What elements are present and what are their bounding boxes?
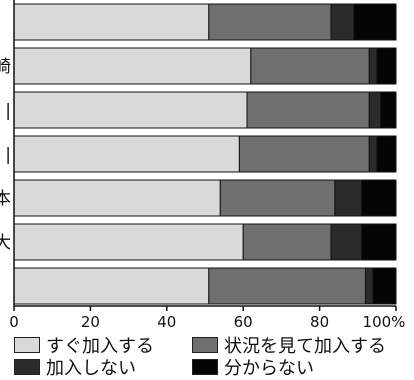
bar-segment-dont-know-row-4 xyxy=(376,135,397,173)
bar-segment-immediate-row-1 xyxy=(13,3,210,41)
bar-segment-immediate-row-7 xyxy=(13,267,210,305)
bar-segment-dont-know-row-5 xyxy=(361,179,397,217)
bar-segment-dont-know-row-7 xyxy=(372,267,397,305)
x-tick-label-60: 60 xyxy=(234,313,253,331)
x-tick-label-20: 20 xyxy=(81,313,100,331)
bars-group xyxy=(13,3,397,305)
legend: すぐ加入する 状況を見て加入する 加入しない 分からない xyxy=(14,334,410,379)
bar-segment-immediate-row-3 xyxy=(13,91,248,129)
bar-segment-not-join-row-1 xyxy=(330,3,355,41)
bar-segment-wait-and-see-row-5 xyxy=(219,179,336,217)
legend-item-not-join: 加入しない xyxy=(14,356,136,379)
bar-segment-immediate-row-4 xyxy=(13,135,240,173)
bar-segment-not-join-row-4 xyxy=(368,135,378,173)
category-label-row-4: | xyxy=(5,145,11,165)
bar-segment-immediate-row-5 xyxy=(13,179,221,217)
x-tick-label-0: 0 xyxy=(9,313,19,331)
bar-segment-immediate-row-2 xyxy=(13,47,252,85)
category-label-row-6: 大 xyxy=(0,233,11,253)
legend-swatch-immediate xyxy=(14,337,40,353)
bar-segment-wait-and-see-row-7 xyxy=(208,267,366,305)
x-tick-label-40: 40 xyxy=(157,313,176,331)
legend-swatch-wait-and-see xyxy=(192,337,218,353)
bar-segment-wait-and-see-row-4 xyxy=(238,135,370,173)
category-label-row-5: 本 xyxy=(0,189,11,209)
legend-swatch-not-join xyxy=(14,359,40,375)
category-label-row-7: 」 xyxy=(0,277,11,297)
bar-segment-not-join-row-3 xyxy=(368,91,382,129)
legend-item-wait-and-see: 状況を見て加入する xyxy=(192,334,386,357)
category-label-row-2: 崎 xyxy=(0,57,11,77)
bar-segment-wait-and-see-row-2 xyxy=(250,47,370,85)
stacked-bar-chart: 崎 | | 本大」 0 20 40 60 80 100% xyxy=(0,0,405,331)
bar-segment-wait-and-see-row-6 xyxy=(242,223,332,261)
bar-segment-dont-know-row-3 xyxy=(380,91,397,129)
bar-segment-immediate-row-6 xyxy=(13,223,244,261)
bar-segment-not-join-row-5 xyxy=(334,179,363,217)
x-tick-label-80: 80 xyxy=(310,313,329,331)
bar-segment-dont-know-row-6 xyxy=(361,223,397,261)
x-tick-label-100: 100% xyxy=(363,313,406,331)
category-label-row-3: | xyxy=(5,101,11,121)
legend-label-wait-and-see: 状況を見て加入する xyxy=(224,336,386,357)
legend-label-not-join: 加入しない xyxy=(46,358,136,379)
legend-item-dont-know: 分からない xyxy=(192,356,314,379)
category-labels: 崎 | | 本大」 xyxy=(0,57,11,297)
bar-segment-not-join-row-2 xyxy=(368,47,378,85)
legend-item-immediate: すぐ加入する xyxy=(14,334,154,357)
bar-segment-dont-know-row-1 xyxy=(353,3,397,41)
bar-segment-dont-know-row-2 xyxy=(376,47,397,85)
bar-segment-wait-and-see-row-3 xyxy=(246,91,370,129)
legend-swatch-dont-know xyxy=(192,359,218,375)
bar-segment-wait-and-see-row-1 xyxy=(208,3,332,41)
legend-label-dont-know: 分からない xyxy=(224,358,314,379)
legend-label-immediate: すぐ加入する xyxy=(46,336,154,357)
bar-segment-not-join-row-7 xyxy=(364,267,374,305)
bar-segment-not-join-row-6 xyxy=(330,223,363,261)
x-axis: 0 20 40 60 80 100% xyxy=(9,0,405,331)
